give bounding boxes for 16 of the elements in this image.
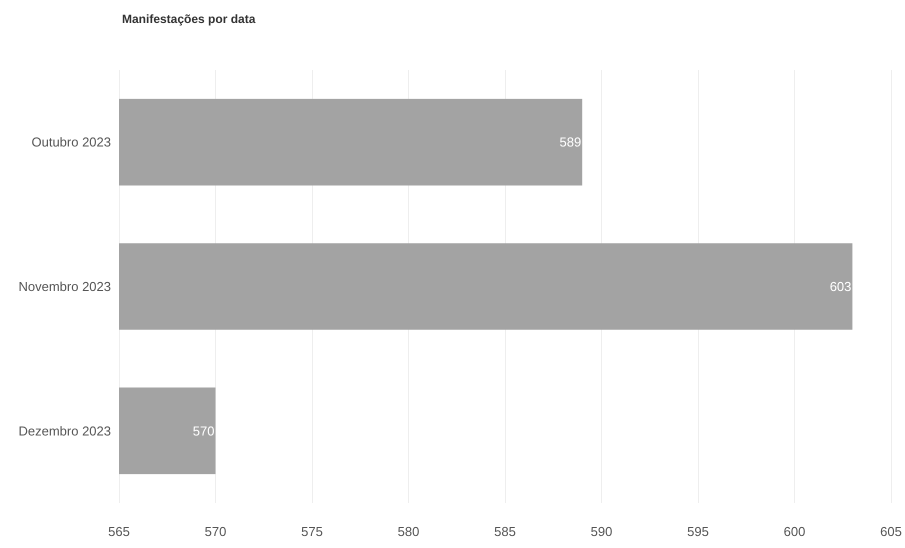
data-label: 603 <box>830 279 852 294</box>
x-tick-label: 575 <box>301 524 323 539</box>
x-tick-label: 570 <box>204 524 226 539</box>
y-tick-label: Outubro 2023 <box>31 134 111 150</box>
x-tick-label: 595 <box>687 524 709 539</box>
x-tick-label: 605 <box>880 524 902 539</box>
x-tick-label: 590 <box>590 524 612 539</box>
y-tick-label: Novembro 2023 <box>18 279 111 294</box>
x-tick-label: 600 <box>784 524 806 539</box>
chart-title: Manifestações por data <box>122 12 256 26</box>
data-label: 589 <box>559 134 582 150</box>
x-tick-label: 580 <box>398 524 420 539</box>
data-label: 570 <box>192 423 214 438</box>
x-tick-label: 585 <box>494 524 516 539</box>
y-tick-label: Dezembro 2023 <box>18 423 111 438</box>
x-tick-label: 565 <box>108 524 130 539</box>
